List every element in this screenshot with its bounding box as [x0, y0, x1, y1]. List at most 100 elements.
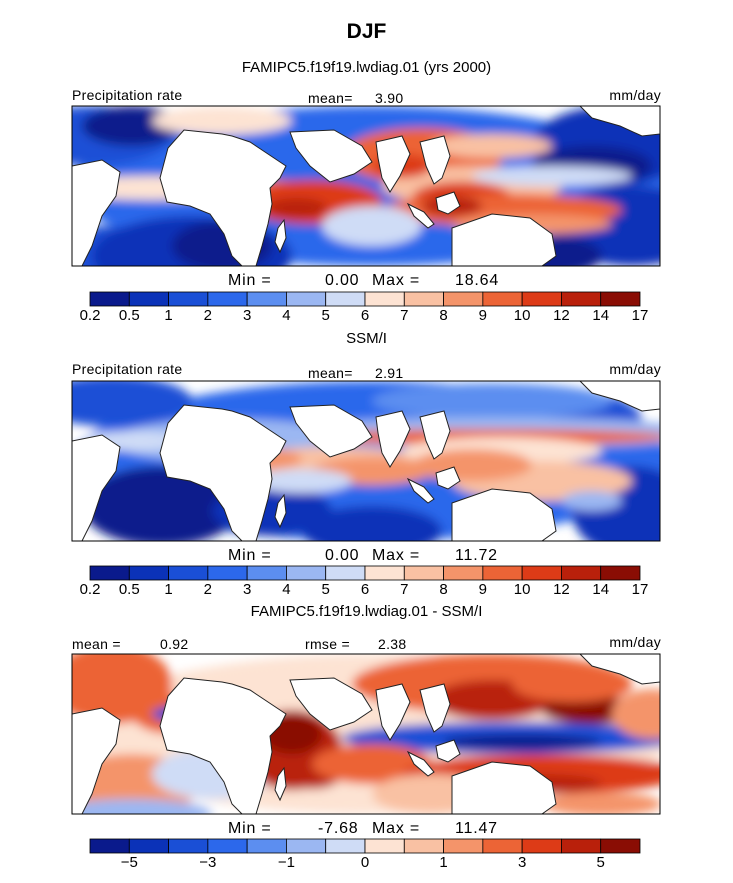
map-panel-3: [72, 654, 660, 814]
panel3-min-value: -7.68: [318, 820, 359, 837]
colorbar-swatch: [482, 838, 523, 854]
colorbar-swatch: [168, 565, 209, 581]
panel1-units: mm/day: [609, 87, 661, 103]
colorbar-swatch: [561, 291, 602, 307]
panel3-min-label: Min =: [228, 820, 272, 837]
colorbar-tick-label: 0.2: [80, 307, 101, 324]
colorbar-swatch: [207, 291, 248, 307]
land-outline: [375, 410, 411, 468]
colorbar-swatch: [246, 291, 287, 307]
land-outline: [289, 677, 373, 731]
panel3-max-value: 11.47: [455, 820, 498, 837]
panel3-caption: FAMIPC5.f19f19.lwdiag.01 - SSM/I: [250, 603, 483, 620]
panel2-caption: SSM/I: [346, 330, 387, 347]
land-outline: [159, 129, 287, 266]
land-outline: [274, 493, 287, 529]
colorbar-tick-label: 12: [553, 581, 570, 598]
land-outline: [579, 654, 660, 685]
map-panel-2: [72, 381, 660, 541]
precip-field-blob: [267, 198, 327, 218]
colorbar-tick-label: 1: [439, 854, 447, 871]
colorbar-tick-label: 8: [439, 307, 447, 324]
colorbar-swatch: [246, 838, 287, 854]
colorbar-swatch: [128, 565, 169, 581]
colorbar-swatch: [600, 291, 641, 307]
colorbar-tick-label: 3: [243, 581, 251, 598]
colorbar-tick-label: 4: [282, 581, 290, 598]
panel3-mean-value: 0.92: [160, 636, 189, 652]
colorbar-tick-label: 0.5: [119, 581, 140, 598]
colorbar-tick-label: 3: [518, 854, 526, 871]
panel3-rmse-value: 2.38: [378, 636, 407, 652]
precip-field-blob: [372, 383, 612, 419]
colorbar-swatch: [364, 565, 405, 581]
colorbar-swatch: [521, 838, 562, 854]
figure-title: DJF: [346, 20, 387, 43]
panel3-rmse-label: rmse =: [305, 636, 350, 652]
precip-field-blob: [512, 666, 632, 702]
colorbar-tick-label: 8: [439, 581, 447, 598]
colorbar-tick-label: 10: [514, 307, 531, 324]
land-outline: [451, 488, 557, 541]
panel2-mean-value: 2.91: [375, 365, 404, 381]
land-outline: [579, 106, 660, 137]
land-outline: [451, 213, 557, 266]
colorbar-tick-label: 2: [204, 581, 212, 598]
precip-field-blob: [152, 107, 292, 135]
colorbar-tick-label: 1: [164, 307, 172, 324]
colorbar-tick-label: 14: [592, 307, 609, 324]
precip-field-blob: [252, 469, 352, 493]
colorbar-swatch: [325, 291, 366, 307]
colorbar-swatch: [403, 291, 444, 307]
colorbar-swatch: [168, 291, 209, 307]
colorbar-tick-label: −5: [121, 854, 138, 871]
land-outline: [72, 159, 121, 266]
colorbar-tick-label: 9: [479, 581, 487, 598]
map-panel-1: [72, 106, 660, 266]
colorbar-tick-label: 7: [400, 307, 408, 324]
colorbar-3: −5 −3 −1 0 1 3 5: [89, 838, 641, 871]
colorbar-swatch: [128, 838, 169, 854]
panel1-mean-value: 3.90: [375, 90, 404, 106]
colorbar-tick-label: 1: [164, 581, 172, 598]
colorbar-swatch: [521, 565, 562, 581]
panel1-min-label: Min =: [228, 272, 272, 289]
colorbar-swatch: [364, 838, 405, 854]
panel3-max-label: Max =: [372, 820, 421, 837]
precip-field-blob: [472, 166, 632, 186]
panel2-max-value: 11.72: [455, 547, 498, 564]
map-frame-1: [71, 105, 661, 267]
colorbar-tick-label: 5: [322, 581, 330, 598]
panel2-units: mm/day: [609, 361, 661, 377]
panel3-units: mm/day: [609, 634, 661, 650]
precip-field-blob: [72, 381, 192, 426]
precip-field-blob: [302, 506, 442, 541]
land-outline: [159, 404, 287, 541]
panel1-max-label: Max =: [372, 272, 421, 289]
land-outline: [435, 191, 461, 215]
colorbar-swatch: [561, 565, 602, 581]
land-outline: [289, 404, 373, 458]
land-outline: [289, 129, 373, 183]
colorbar-tick-label: 2: [204, 307, 212, 324]
panel2-variable-label: Precipitation rate: [72, 361, 183, 377]
colorbar-tick-label: 0.5: [119, 307, 140, 324]
panel1-max-value: 18.64: [455, 272, 500, 289]
panel2-min-label: Min =: [228, 547, 272, 564]
colorbar-swatch: [286, 838, 327, 854]
colorbar-swatch: [168, 838, 209, 854]
colorbar-swatch: [89, 838, 130, 854]
precip-field-blob: [562, 491, 622, 511]
colorbar-swatch: [89, 291, 130, 307]
colorbar-tick-label: 0: [361, 854, 369, 871]
precip-field-blob: [612, 689, 660, 739]
colorbar-tick-label: 4: [282, 307, 290, 324]
land-outline: [375, 135, 411, 193]
colorbar-swatch: [207, 838, 248, 854]
colorbar-tick-label: 6: [361, 581, 369, 598]
panel2-mean-label: mean=: [308, 365, 353, 381]
precip-field-blob: [412, 449, 532, 481]
colorbar-swatch: [286, 565, 327, 581]
colorbar-swatch: [128, 291, 169, 307]
